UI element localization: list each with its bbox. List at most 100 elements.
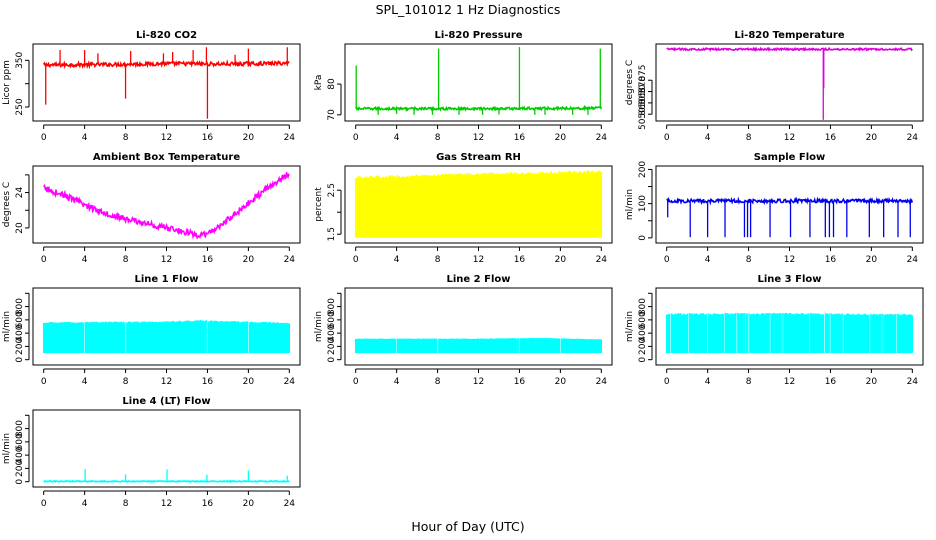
y-axis: 1.5 2.5 xyxy=(327,183,342,241)
plot-frame xyxy=(344,165,613,244)
y-axis-label: degrees C xyxy=(625,60,635,105)
x-tick-label: 20 xyxy=(866,377,878,387)
y-tick-label: 800 xyxy=(327,298,337,315)
x-tick-label: 16 xyxy=(514,255,526,265)
x-tick-label: 4 xyxy=(82,255,88,265)
x-tick-label: 4 xyxy=(394,255,400,265)
y-tick-label: 80 xyxy=(327,78,337,90)
x-tick-label: 12 xyxy=(784,377,795,387)
panel-title: Li-820 Pressure xyxy=(434,30,522,41)
plot-frame xyxy=(32,43,301,122)
y-tick-label: 50.860 xyxy=(638,98,648,130)
plot-frame xyxy=(32,409,301,488)
y-tick-label: 0 xyxy=(327,357,337,363)
y-axis-label: ml/min xyxy=(2,433,12,464)
x-axis: 0 4 8 12 16 20 24 xyxy=(41,368,296,387)
y-tick-label: 800 xyxy=(15,298,25,315)
x-axis: 0 4 8 12 16 20 24 xyxy=(41,490,295,509)
x-axis: 0 4 8 12 16 20 24 xyxy=(41,246,295,265)
x-tick-label: 0 xyxy=(664,377,670,387)
plot-frame xyxy=(344,287,613,366)
x-tick-label: 0 xyxy=(41,377,47,387)
x-tick-label: 0 xyxy=(353,377,359,387)
y-tick-label: 200 xyxy=(15,460,25,477)
x-tick-label: 20 xyxy=(243,255,255,265)
y-axis: 250 350 xyxy=(15,51,30,116)
plot-area xyxy=(42,319,291,354)
x-tick-label: 0 xyxy=(41,499,47,509)
plot-area xyxy=(355,47,603,115)
x-tick-label: 0 xyxy=(353,255,359,265)
y-axis-label: ml/min xyxy=(625,311,635,342)
series-line xyxy=(666,46,913,52)
plot-frame xyxy=(655,43,924,122)
y-axis-label: ml/min xyxy=(314,311,324,342)
x-tick-label: 16 xyxy=(202,377,214,387)
x-tick-label: 0 xyxy=(664,255,670,265)
y-tick-label: 800 xyxy=(15,420,25,437)
plot-area xyxy=(43,469,290,484)
panel-title: Line 3 Flow xyxy=(758,274,822,285)
y-tick-label: 400 xyxy=(15,446,25,463)
x-tick-label: 8 xyxy=(746,255,752,265)
x-tick-label: 24 xyxy=(596,255,608,265)
y-axis: 0 100 200 xyxy=(638,161,653,241)
panel-title: Li-820 CO2 xyxy=(136,30,197,41)
x-axis: 0 4 8 12 16 20 24 xyxy=(353,124,607,143)
x-tick-label: 16 xyxy=(514,377,526,387)
y-tick-label: 400 xyxy=(327,324,337,341)
y-tick-label: 800 xyxy=(638,298,648,315)
y-tick-label: 0 xyxy=(15,357,25,363)
y-tick-label: 0 xyxy=(638,357,648,363)
x-tick-label: 24 xyxy=(284,377,296,387)
x-tick-label: 24 xyxy=(907,255,919,265)
y-tick-label: 2.5 xyxy=(327,183,337,197)
y-tick-label: 100 xyxy=(638,195,648,212)
plot-frame xyxy=(344,43,613,122)
chart-panel: Li-820 Temperature 0 4 8 12 16 20 24 50.86050.86… xyxy=(625,30,924,143)
x-tick-label: 4 xyxy=(394,133,400,143)
y-axis-label: percent xyxy=(314,187,324,222)
plot-frame xyxy=(655,165,924,244)
plot-area xyxy=(666,196,914,238)
panel-title: Line 1 Flow xyxy=(135,274,199,285)
figure-xlabel: Hour of Day (UTC) xyxy=(411,519,524,534)
plot-area xyxy=(666,46,913,120)
x-tick-label: 0 xyxy=(41,255,47,265)
series-line xyxy=(355,104,603,113)
y-axis-label: degrees C xyxy=(2,182,12,227)
x-tick-label: 12 xyxy=(473,377,484,387)
y-axis-label: ml/min xyxy=(2,311,12,342)
x-tick-label: 20 xyxy=(555,255,567,265)
x-tick-label: 12 xyxy=(473,133,484,143)
y-tick-label: 400 xyxy=(638,324,648,341)
x-tick-label: 16 xyxy=(202,499,214,509)
y-tick-label: 50.870 xyxy=(638,76,648,108)
x-tick-label: 20 xyxy=(866,133,878,143)
y-axis-label: ml/min xyxy=(625,189,635,220)
y-tick-label: 250 xyxy=(15,98,25,115)
y-tick-label: 24 xyxy=(15,187,25,199)
panel-title: Sample Flow xyxy=(754,152,826,163)
x-tick-label: 8 xyxy=(123,377,129,387)
x-tick-label: 24 xyxy=(907,377,919,387)
plot-area xyxy=(665,312,914,354)
x-tick-label: 20 xyxy=(243,133,255,143)
x-tick-label: 4 xyxy=(705,255,711,265)
x-tick-label: 0 xyxy=(353,133,359,143)
x-tick-label: 8 xyxy=(435,255,441,265)
x-tick-label: 16 xyxy=(202,255,214,265)
x-axis: 0 4 8 12 16 20 24 xyxy=(664,246,919,265)
x-tick-label: 4 xyxy=(705,133,711,143)
x-tick-label: 12 xyxy=(784,255,795,265)
panel-title: Line 4 (LT) Flow xyxy=(122,396,210,407)
y-axis-label: kPa xyxy=(314,75,324,91)
plot-area xyxy=(43,172,290,240)
x-tick-label: 16 xyxy=(825,255,837,265)
